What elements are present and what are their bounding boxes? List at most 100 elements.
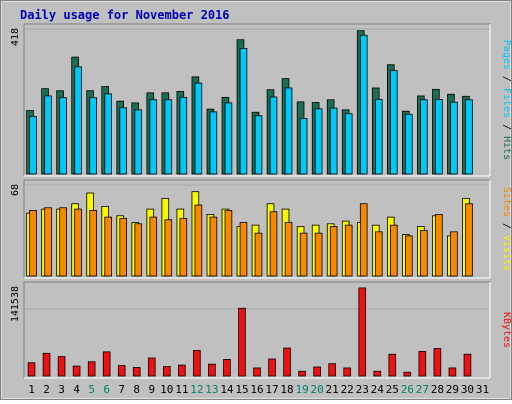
day-label-28: 28	[431, 383, 444, 396]
bar-files-day-1	[29, 116, 37, 175]
day-label-25: 25	[386, 383, 399, 396]
bar-kbytes-day-20	[313, 366, 321, 377]
panel-legend-label: Sites / Visits	[501, 187, 512, 271]
bar-files-day-23	[359, 34, 368, 175]
bar-kbytes-day-24	[373, 370, 382, 377]
legend-label-part: Pages	[501, 40, 512, 70]
bar-kbytes-day-14	[223, 359, 231, 377]
bar-sites-day-9	[149, 216, 158, 277]
bar-kbytes-day-12	[193, 350, 201, 377]
bar-sites-day-30	[465, 203, 473, 277]
bar-files-day-7	[119, 107, 128, 175]
bar-files-day-5	[89, 97, 97, 175]
day-label-12: 12	[190, 383, 203, 396]
bar-sites-day-16	[254, 232, 263, 277]
bar-files-day-30	[465, 99, 473, 175]
day-label-15: 15	[235, 383, 248, 396]
bar-files-day-29	[450, 101, 458, 175]
day-label-13: 13	[205, 383, 218, 396]
bar-kbytes-day-29	[448, 367, 457, 377]
panel-visits-sites: 68 Sites / Visits	[10, 179, 512, 279]
bar-sites-day-14	[224, 210, 233, 277]
bar-files-day-10	[164, 99, 173, 175]
bar-kbytes-day-19	[298, 370, 306, 377]
bar-kbytes-day-13	[208, 363, 216, 377]
panel-ymax-label: 68	[10, 184, 21, 196]
series-sites	[29, 203, 473, 277]
bar-kbytes-day-25	[388, 353, 397, 377]
bar-files-day-17	[269, 96, 278, 175]
bar-files-day-20	[314, 108, 323, 175]
panel-kbytes: 141538 KBytes	[10, 281, 512, 379]
panel-hits-files: 418 Pages / Files / Hits	[10, 23, 512, 177]
bar-files-day-9	[149, 99, 158, 175]
legend-label-part: Hits	[501, 136, 512, 160]
day-label-22: 22	[341, 383, 354, 396]
legend-label-part: Visits	[501, 235, 512, 271]
bar-sites-day-29	[450, 231, 458, 277]
chart-title: Daily usage for November 2016	[20, 8, 230, 22]
series-files	[29, 34, 473, 175]
bar-kbytes-day-2	[42, 352, 51, 377]
bar-kbytes-day-21	[328, 363, 336, 377]
day-label-23: 23	[356, 383, 369, 396]
bar-files-day-8	[134, 109, 143, 175]
bar-sites-day-26	[405, 235, 413, 277]
day-label-5: 5	[88, 383, 95, 396]
bar-sites-day-19	[299, 232, 308, 277]
bar-sites-day-3	[59, 207, 67, 277]
bar-sites-day-11	[179, 218, 188, 277]
bar-sites-day-2	[44, 207, 52, 277]
panel-ymax-label: 141538	[10, 286, 21, 322]
day-label-30: 30	[461, 383, 474, 396]
bar-files-day-21	[329, 107, 338, 175]
bar-files-day-3	[59, 97, 67, 175]
day-label-2: 2	[43, 383, 50, 396]
bar-kbytes-day-9	[147, 357, 156, 377]
day-label-31: 31	[476, 383, 489, 396]
bar-kbytes-day-30	[463, 353, 472, 377]
bar-files-day-24	[374, 99, 383, 175]
bar-sites-day-28	[435, 214, 443, 277]
day-label-19: 19	[295, 383, 308, 396]
day-label-4: 4	[73, 383, 80, 396]
bar-files-day-11	[179, 96, 188, 175]
bar-files-day-14	[224, 102, 233, 175]
panel-ymax-label: 418	[10, 28, 21, 46]
bar-sites-day-12	[194, 204, 203, 277]
bar-sites-day-1	[29, 210, 37, 277]
day-label-21: 21	[326, 383, 339, 396]
bar-sites-day-4	[74, 208, 82, 277]
bar-kbytes-day-27	[418, 350, 427, 377]
bar-sites-day-18	[284, 222, 293, 277]
day-label-29: 29	[446, 383, 459, 396]
bar-files-day-15	[239, 48, 248, 175]
bar-files-day-26	[405, 113, 413, 175]
bar-kbytes-day-11	[178, 364, 186, 377]
day-label-24: 24	[371, 383, 385, 396]
bar-files-day-4	[74, 66, 82, 175]
bar-files-day-22	[344, 113, 353, 175]
bar-sites-day-21	[329, 226, 338, 277]
panel-legend-label: KBytes	[501, 312, 512, 348]
day-label-10: 10	[160, 383, 173, 396]
legend-label-part: /	[501, 118, 512, 136]
bar-files-day-16	[254, 115, 263, 175]
bar-files-day-25	[389, 70, 398, 175]
day-label-18: 18	[280, 383, 293, 396]
bar-kbytes-day-4	[72, 365, 81, 377]
bar-sites-day-22	[344, 224, 353, 277]
day-label-7: 7	[118, 383, 125, 396]
day-label-27: 27	[416, 383, 429, 396]
bar-sites-day-17	[269, 211, 278, 277]
bar-files-day-18	[284, 87, 293, 175]
bar-kbytes-day-8	[132, 367, 141, 377]
bar-sites-day-10	[164, 219, 173, 277]
bar-sites-day-20	[314, 232, 323, 277]
bar-sites-day-7	[119, 218, 128, 277]
legend-label-part: /	[501, 70, 512, 88]
day-label-20: 20	[311, 383, 324, 396]
bar-sites-day-25	[389, 224, 398, 277]
bar-sites-day-23	[359, 203, 368, 277]
